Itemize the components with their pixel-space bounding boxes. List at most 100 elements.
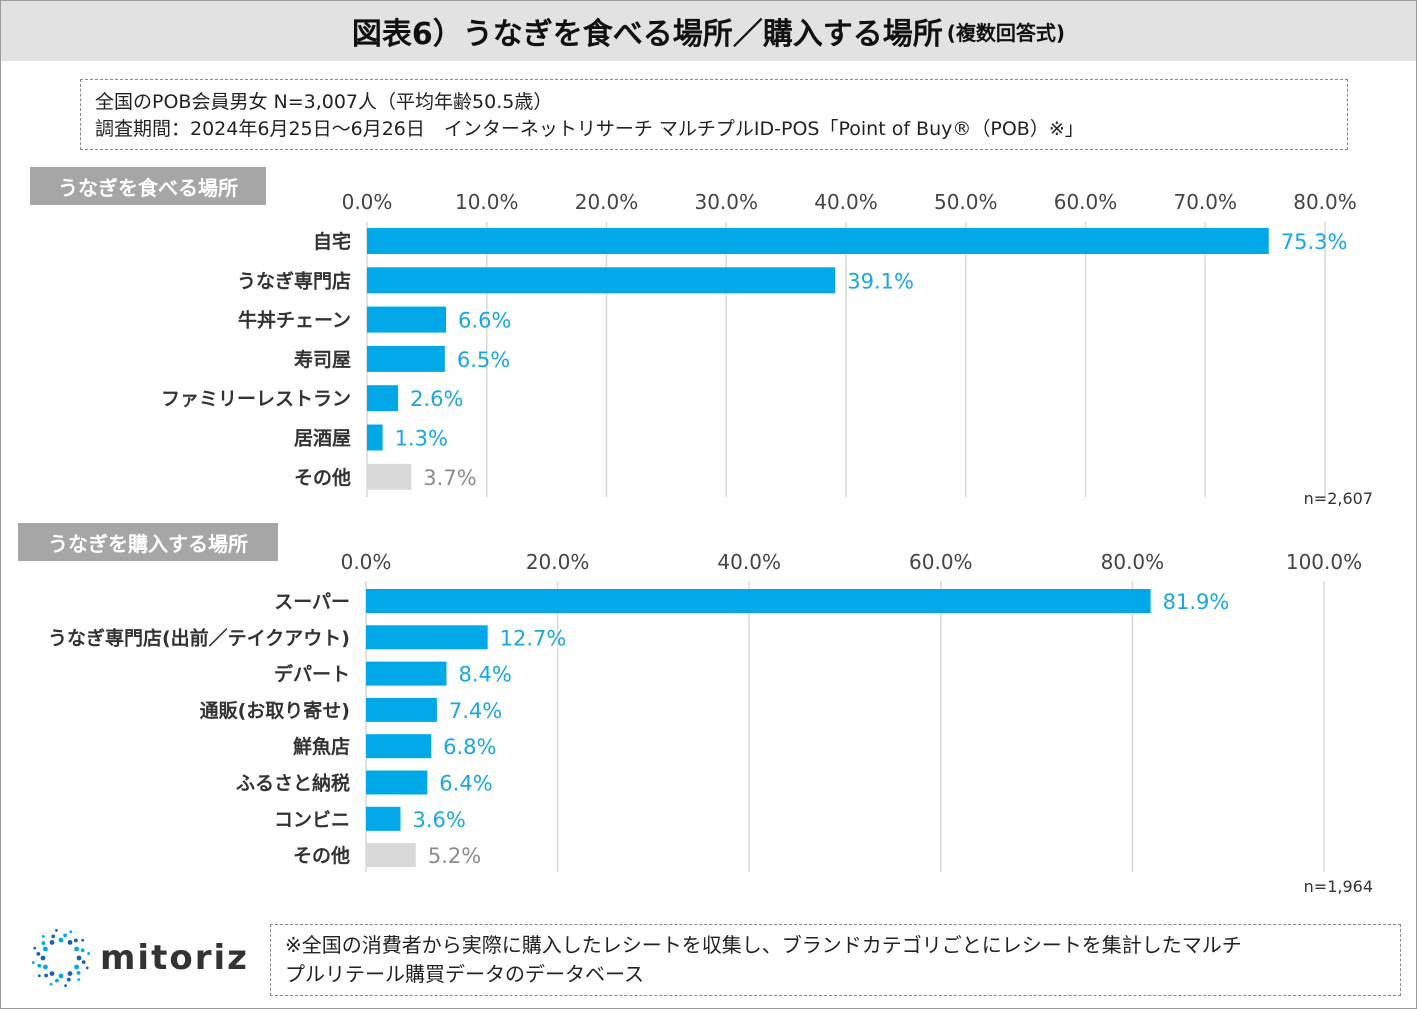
x-tick-label-0-3: 30.0%: [694, 190, 758, 214]
x-tick-label-1-1: 20.0%: [526, 550, 590, 574]
bar-1-4: [366, 734, 432, 759]
bar-0-0: [367, 228, 1269, 254]
value-label-1-6: 3.6%: [412, 808, 465, 832]
chart-title: 図表6）うなぎを食べる場所／購入する場所: [351, 17, 943, 52]
logo-dot: [87, 952, 91, 955]
category-label-1-7: その他: [293, 844, 350, 867]
logo-dot: [81, 960, 86, 965]
chart-title-note: (複数回答式): [946, 20, 1066, 45]
category-label-1-4: 鮮魚店: [293, 735, 350, 758]
logo-text: mitoriz: [100, 938, 249, 978]
x-tick-label-1-0: 0.0%: [341, 550, 392, 574]
value-label-1-4: 6.8%: [443, 735, 496, 759]
bar-0-1: [367, 267, 836, 294]
logo-dot: [49, 940, 55, 945]
bar-0-3: [367, 345, 445, 372]
logo-dot: [67, 940, 73, 945]
value-label-1-0: 81.9%: [1163, 590, 1230, 614]
logo-dot: [58, 973, 64, 979]
logo-dot: [41, 941, 46, 946]
category-label-1-6: コンビニ: [274, 809, 350, 831]
logo-dot: [55, 928, 58, 932]
bar-1-2: [366, 661, 447, 686]
logo-dot: [49, 982, 53, 986]
logo-dot: [44, 973, 49, 978]
category-label-0-4: ファミリーレストラン: [161, 388, 351, 410]
logo-dot: [76, 955, 82, 961]
survey-info-line-2: 調査期間：2024年6月25日～6月26日 インターネットリサーチ マルチプルI…: [95, 118, 1084, 140]
category-label-1-2: デパート: [274, 663, 350, 686]
value-label-0-0: 75.3%: [1281, 230, 1348, 254]
sample-size-label-0: n=2,607: [1304, 489, 1373, 508]
x-tick-label-0-7: 70.0%: [1173, 190, 1237, 214]
value-label-1-7: 5.2%: [428, 844, 481, 868]
value-label-1-1: 12.7%: [500, 626, 567, 650]
x-tick-label-0-8: 80.0%: [1293, 190, 1357, 214]
bar-1-0: [366, 589, 1151, 613]
bar-1-5: [366, 770, 428, 795]
footnote-box: ※全国の消費者から実際に購入したレシートを収集し、ブランドカテゴリごとにレシート…: [270, 924, 1401, 996]
logo-dot: [63, 933, 68, 938]
logo-dot: [69, 930, 73, 934]
bar-1-3: [366, 697, 437, 722]
bar-0-6: [367, 463, 412, 490]
logo-dot: [43, 964, 48, 970]
logo-dot: [80, 948, 85, 953]
x-tick-label-0-5: 50.0%: [934, 190, 998, 214]
bar-1-1: [366, 625, 488, 650]
x-tick-label-1-2: 40.0%: [717, 550, 781, 574]
logo-dot: [54, 978, 59, 983]
x-tick-label-0-6: 60.0%: [1054, 190, 1118, 214]
value-label-0-5: 1.3%: [395, 427, 448, 451]
logo-dot: [31, 961, 35, 964]
category-label-0-1: うなぎ専門店: [237, 269, 351, 292]
value-label-0-1: 39.1%: [847, 269, 914, 293]
survey-info-box: 全国のPOB会員男女 N=3,007人（平均年齢50.5歳） 調査期間：2024…: [80, 79, 1348, 150]
logo-dot: [66, 977, 71, 982]
category-label-1-5: ふるさと納税: [236, 772, 350, 795]
value-label-1-3: 7.4%: [449, 699, 502, 723]
logo-dot: [76, 970, 81, 975]
category-label-1-3: 通販(お取り寄せ): [200, 699, 350, 722]
logo-dot: [51, 934, 56, 939]
category-label-1-0: スーパー: [274, 591, 350, 613]
category-label-0-3: 寿司屋: [294, 348, 351, 371]
logo-dot: [37, 963, 42, 968]
category-label-0-2: 牛丼チェーン: [238, 309, 351, 332]
logo-dot: [36, 951, 41, 956]
category-label-0-0: 自宅: [313, 230, 351, 253]
logo-dot: [73, 938, 78, 943]
logo-dot: [40, 955, 46, 961]
x-tick-label-1-5: 100.0%: [1286, 550, 1362, 574]
x-tick-label-1-3: 60.0%: [909, 550, 973, 574]
x-tick-label-0-1: 10.0%: [455, 190, 519, 214]
category-label-1-1: うなぎ専門店(出前／テイクアウト): [48, 626, 350, 649]
logo-dot: [74, 964, 79, 970]
logo-dot: [58, 937, 64, 943]
value-label-0-3: 6.5%: [457, 348, 510, 372]
title-bar: 図表6）うなぎを食べる場所／購入する場所 (複数回答式): [1, 1, 1416, 61]
bar-1-7: [366, 843, 416, 868]
sample-size-label-1: n=1,964: [1304, 877, 1373, 896]
logo-dot: [64, 984, 67, 988]
section-tag-eat: うなぎを食べる場所: [30, 167, 266, 205]
logo-dot: [74, 946, 79, 952]
bar-1-6: [366, 806, 401, 831]
x-tick-label-1-4: 80.0%: [1101, 550, 1165, 574]
x-tick-label-0-0: 0.0%: [342, 190, 393, 214]
category-label-0-6: その他: [294, 466, 351, 489]
sunburst-logo-icon: [31, 928, 91, 988]
bar-0-2: [367, 306, 447, 333]
bar-0-5: [367, 424, 383, 451]
logo-dot: [37, 974, 41, 978]
value-label-1-2: 8.4%: [458, 663, 511, 687]
x-tick-label-0-4: 40.0%: [814, 190, 878, 214]
value-label-0-6: 3.7%: [423, 466, 476, 490]
bar-0-4: [367, 385, 399, 412]
logo-dot: [33, 946, 37, 950]
value-label-1-5: 6.4%: [439, 772, 492, 796]
footnote-line-1: ※全国の消費者から実際に購入したレシートを収集し、ブランドカテゴリごとにレシート…: [285, 933, 1242, 957]
survey-info-line-1: 全国のPOB会員男女 N=3,007人（平均年齢50.5歳）: [95, 91, 553, 113]
category-label-0-5: 居酒屋: [294, 428, 351, 450]
